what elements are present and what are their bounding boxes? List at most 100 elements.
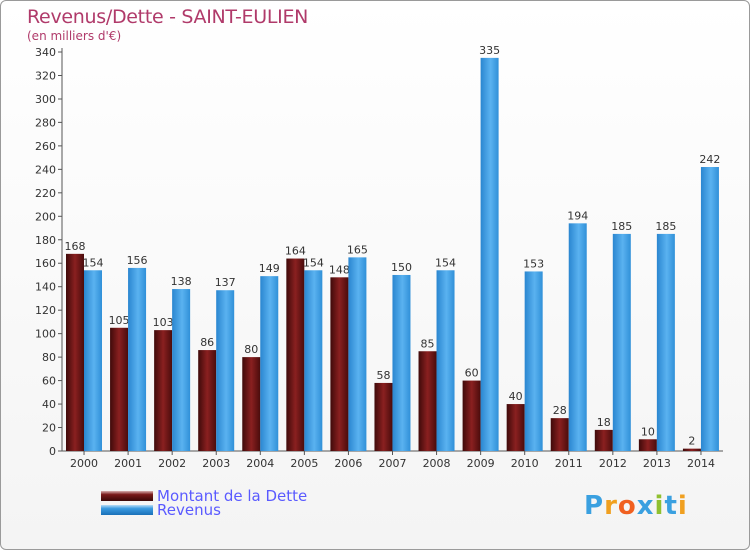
data-label-dette: 10 — [641, 425, 655, 438]
y-tick-label: 160 — [35, 257, 56, 270]
data-label-revenus: 153 — [523, 257, 544, 270]
data-label-dette: 85 — [421, 337, 435, 350]
legend-item-revenus: Revenus — [101, 501, 221, 519]
data-label-dette: 58 — [376, 369, 390, 382]
bar-dette — [418, 351, 437, 451]
bar-revenus — [436, 270, 455, 451]
data-label-revenus: 138 — [171, 275, 192, 288]
data-label-revenus: 185 — [611, 220, 632, 233]
y-tick-label: 300 — [35, 93, 56, 106]
bar-dette — [682, 448, 701, 451]
x-tick-label: 2006 — [334, 457, 362, 470]
bar-dette — [154, 330, 173, 451]
y-tick-label: 320 — [35, 69, 56, 82]
bar-dette — [550, 418, 569, 451]
bar-revenus — [172, 289, 191, 451]
y-tick-label: 40 — [42, 398, 56, 411]
y-tick-label: 220 — [35, 187, 56, 200]
data-label-dette: 40 — [509, 390, 523, 403]
logo-letter: P — [584, 491, 605, 521]
y-tick-label: 280 — [35, 116, 56, 129]
bar-revenus — [524, 271, 543, 451]
data-label-revenus: 335 — [479, 44, 500, 57]
legend-label-revenus: Revenus — [157, 501, 221, 519]
logo-letter: o — [617, 491, 637, 521]
bar-revenus — [128, 267, 147, 451]
x-tick-label: 2014 — [687, 457, 715, 470]
chart-title: Revenus/Dette - SAINT-EULIEN — [27, 6, 309, 28]
logo-letter: x — [636, 491, 655, 521]
y-tick-label: 0 — [49, 445, 56, 458]
bar-dette — [462, 380, 481, 451]
y-tick-label: 60 — [42, 375, 56, 388]
y-tick-label: 140 — [35, 281, 56, 294]
x-tick-label: 2008 — [423, 457, 451, 470]
data-label-dette: 28 — [553, 404, 567, 417]
data-label-revenus: 156 — [127, 254, 148, 267]
data-label-dette: 80 — [244, 343, 258, 356]
bar-dette — [638, 439, 657, 451]
data-label-dette: 148 — [329, 263, 350, 276]
x-tick-label: 2002 — [158, 457, 186, 470]
data-label-dette: 168 — [65, 240, 86, 253]
bar-dette — [198, 350, 217, 451]
data-label-revenus: 194 — [567, 209, 588, 222]
x-tick-label: 2005 — [290, 457, 318, 470]
bar-revenus — [260, 276, 279, 451]
x-tick-label: 2009 — [467, 457, 495, 470]
x-tick-label: 2012 — [599, 457, 627, 470]
logo-letter: i — [654, 491, 665, 521]
data-label-dette: 105 — [109, 314, 130, 327]
data-label-revenus: 165 — [347, 243, 368, 256]
data-label-dette: 18 — [597, 416, 611, 429]
y-tick-label: 180 — [35, 234, 56, 247]
bar-revenus — [216, 290, 235, 451]
data-label-revenus: 185 — [655, 220, 676, 233]
y-tick-label: 340 — [35, 46, 56, 59]
x-tick-label: 2011 — [555, 457, 583, 470]
bar-revenus — [656, 233, 675, 451]
x-tick-label: 2004 — [246, 457, 274, 470]
x-tick-label: 2001 — [114, 457, 142, 470]
bar-dette — [110, 327, 129, 451]
y-tick-label: 100 — [35, 328, 56, 341]
bar-revenus — [392, 274, 411, 451]
x-tick-label: 2013 — [643, 457, 671, 470]
bar-dette — [374, 382, 393, 451]
bar-revenus — [84, 270, 102, 451]
legend-label-dette: Montant de la Dette — [157, 487, 308, 505]
y-tick-label: 260 — [35, 140, 56, 153]
x-tick-label: 2007 — [379, 457, 407, 470]
bar-dette — [286, 258, 305, 451]
data-label-revenus: 154 — [303, 256, 324, 269]
bar-dette — [594, 429, 613, 451]
chart-subtitle: (en milliers d'€) — [27, 29, 122, 43]
data-label-revenus: 149 — [259, 262, 280, 275]
y-tick-label: 80 — [42, 351, 56, 364]
y-tick-label: 120 — [35, 304, 56, 317]
proxiti-logo: Proxiti — [584, 491, 688, 521]
data-label-dette: 103 — [153, 316, 174, 329]
data-label-dette: 86 — [200, 336, 214, 349]
data-label-revenus: 150 — [391, 261, 412, 274]
x-tick-label: 2003 — [202, 457, 230, 470]
y-tick-label: 240 — [35, 163, 56, 176]
logo-letter: r — [604, 491, 618, 521]
logo-letter: t — [664, 491, 678, 521]
data-label-revenus: 242 — [699, 153, 720, 166]
bar-revenus — [700, 167, 719, 451]
bar-dette — [506, 404, 525, 451]
bar-revenus — [568, 223, 587, 451]
data-label-revenus: 154 — [83, 256, 104, 269]
y-tick-label: 200 — [35, 210, 56, 223]
x-tick-label: 2000 — [70, 457, 98, 470]
bar-revenus — [304, 270, 323, 451]
bar-dette — [66, 253, 84, 451]
legend-swatch-revenus — [101, 505, 153, 515]
bar-dette — [330, 277, 349, 451]
data-label-revenus: 154 — [435, 256, 456, 269]
y-tick-label: 20 — [42, 422, 56, 435]
data-label-dette: 2 — [688, 435, 695, 448]
